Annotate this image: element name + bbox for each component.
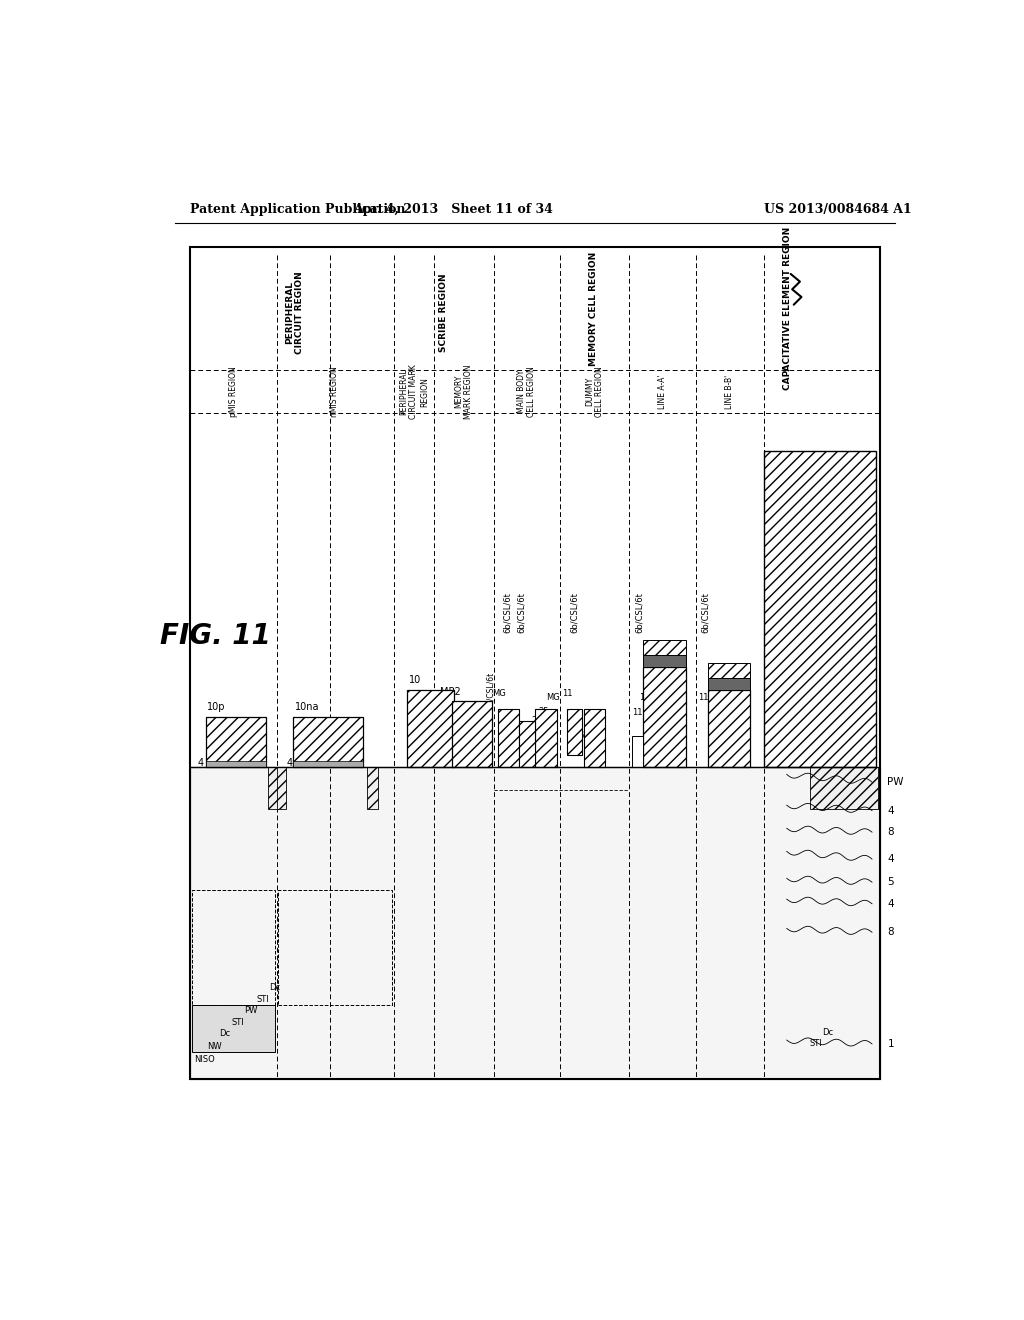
Text: 6b/CSL/6t: 6b/CSL/6t [635,593,644,634]
Text: NISO: NISO [194,1055,215,1064]
Text: MEMORY
MARK REGION: MEMORY MARK REGION [454,364,473,418]
Text: CAPACITATIVE ELEMENT REGION: CAPACITATIVE ELEMENT REGION [783,227,792,391]
Text: 6b/CSL/6t: 6b/CSL/6t [570,593,579,634]
Bar [764,451,876,767]
Text: 24: 24 [508,727,518,737]
Bar [367,767,378,809]
Bar [293,760,362,767]
Text: nMIS REGION: nMIS REGION [331,367,339,417]
Bar [279,890,392,1006]
Text: 10p: 10p [207,702,225,713]
Bar [276,767,286,809]
Text: 5: 5 [888,878,894,887]
Text: 6b/CSL/6t: 6b/CSL/6t [486,672,496,709]
Bar [407,689,454,767]
Text: MEMORY CELL REGION: MEMORY CELL REGION [589,251,597,366]
Text: MP2: MP2 [440,686,461,697]
Bar [267,767,279,809]
Text: STI: STI [257,995,269,1003]
Text: FIG. 11: FIG. 11 [160,622,271,649]
Bar [206,717,266,767]
Text: 24: 24 [531,715,542,725]
Bar [190,247,880,1078]
Text: Dc: Dc [269,983,281,993]
Bar [810,767,879,809]
Text: Dc: Dc [822,1028,834,1036]
Bar [643,640,686,655]
Text: US 2013/0084684 A1: US 2013/0084684 A1 [764,203,911,216]
Text: 4: 4 [888,854,894,865]
Text: Dc: Dc [219,1030,230,1039]
Text: 11E: 11E [698,693,714,702]
Text: PERIPHERAL
CIRCUIT MARK
REGION: PERIPHERAL CIRCUIT MARK REGION [399,364,429,418]
Text: Apr. 4, 2013   Sheet 11 of 34: Apr. 4, 2013 Sheet 11 of 34 [353,203,553,216]
Bar [206,760,266,767]
Text: PERIPHERAL
CIRCUIT REGION: PERIPHERAL CIRCUIT REGION [285,271,304,354]
Text: 1: 1 [888,1039,894,1049]
Text: SCRIBE REGION: SCRIBE REGION [439,273,447,351]
Text: PW: PW [888,777,904,787]
Text: 4: 4 [888,805,894,816]
Bar [498,709,519,767]
Text: 25: 25 [539,706,549,715]
Text: CG: CG [537,731,549,741]
Text: 4: 4 [198,758,204,768]
Text: MAIN BODY
CELL REGION: MAIN BODY CELL REGION [517,367,536,417]
Text: 10E: 10E [640,693,655,702]
Text: DUMMY
CELL REGION: DUMMY CELL REGION [585,367,604,417]
Text: 10: 10 [409,676,421,685]
Bar [190,767,880,1078]
Text: 8: 8 [888,828,894,837]
Text: 11: 11 [562,689,572,698]
Text: 6b/CSL/6t: 6b/CSL/6t [517,593,526,634]
Bar [643,667,686,767]
Text: 6b/CSL/6t: 6b/CSL/6t [700,593,710,634]
Text: CG: CG [572,731,585,741]
Bar [191,1006,275,1052]
Text: NW: NW [207,1041,221,1051]
Text: 4: 4 [286,758,292,768]
Text: 4: 4 [888,899,894,908]
Text: LINE B-B': LINE B-B' [725,375,734,409]
Text: MG: MG [493,689,506,698]
Text: 8: 8 [888,927,894,937]
Text: STI: STI [231,1018,245,1027]
Bar [535,709,557,767]
Bar [519,721,535,767]
Text: LINE A-A': LINE A-A' [658,375,668,409]
Text: MG: MG [547,693,560,702]
Bar [708,689,751,767]
Bar [191,890,275,1006]
Bar [643,655,686,667]
Text: STI: STI [810,1039,822,1048]
Text: PW: PW [245,1006,258,1015]
Bar [452,701,493,767]
Text: CG: CG [518,731,530,741]
Text: Patent Application Publication: Patent Application Publication [190,203,406,216]
Bar [584,709,605,767]
Bar [632,737,643,767]
Bar [566,709,583,755]
Bar [708,678,751,689]
Text: pMIS REGION: pMIS REGION [229,367,238,417]
Text: 10E: 10E [708,677,723,686]
Text: 25: 25 [500,715,511,725]
Bar [708,663,751,678]
Bar [293,717,362,767]
Text: 11E: 11E [632,709,647,717]
Bar [190,247,880,1078]
Text: 6b/CSL/6t: 6b/CSL/6t [503,593,511,634]
Text: 10na: 10na [295,702,319,713]
